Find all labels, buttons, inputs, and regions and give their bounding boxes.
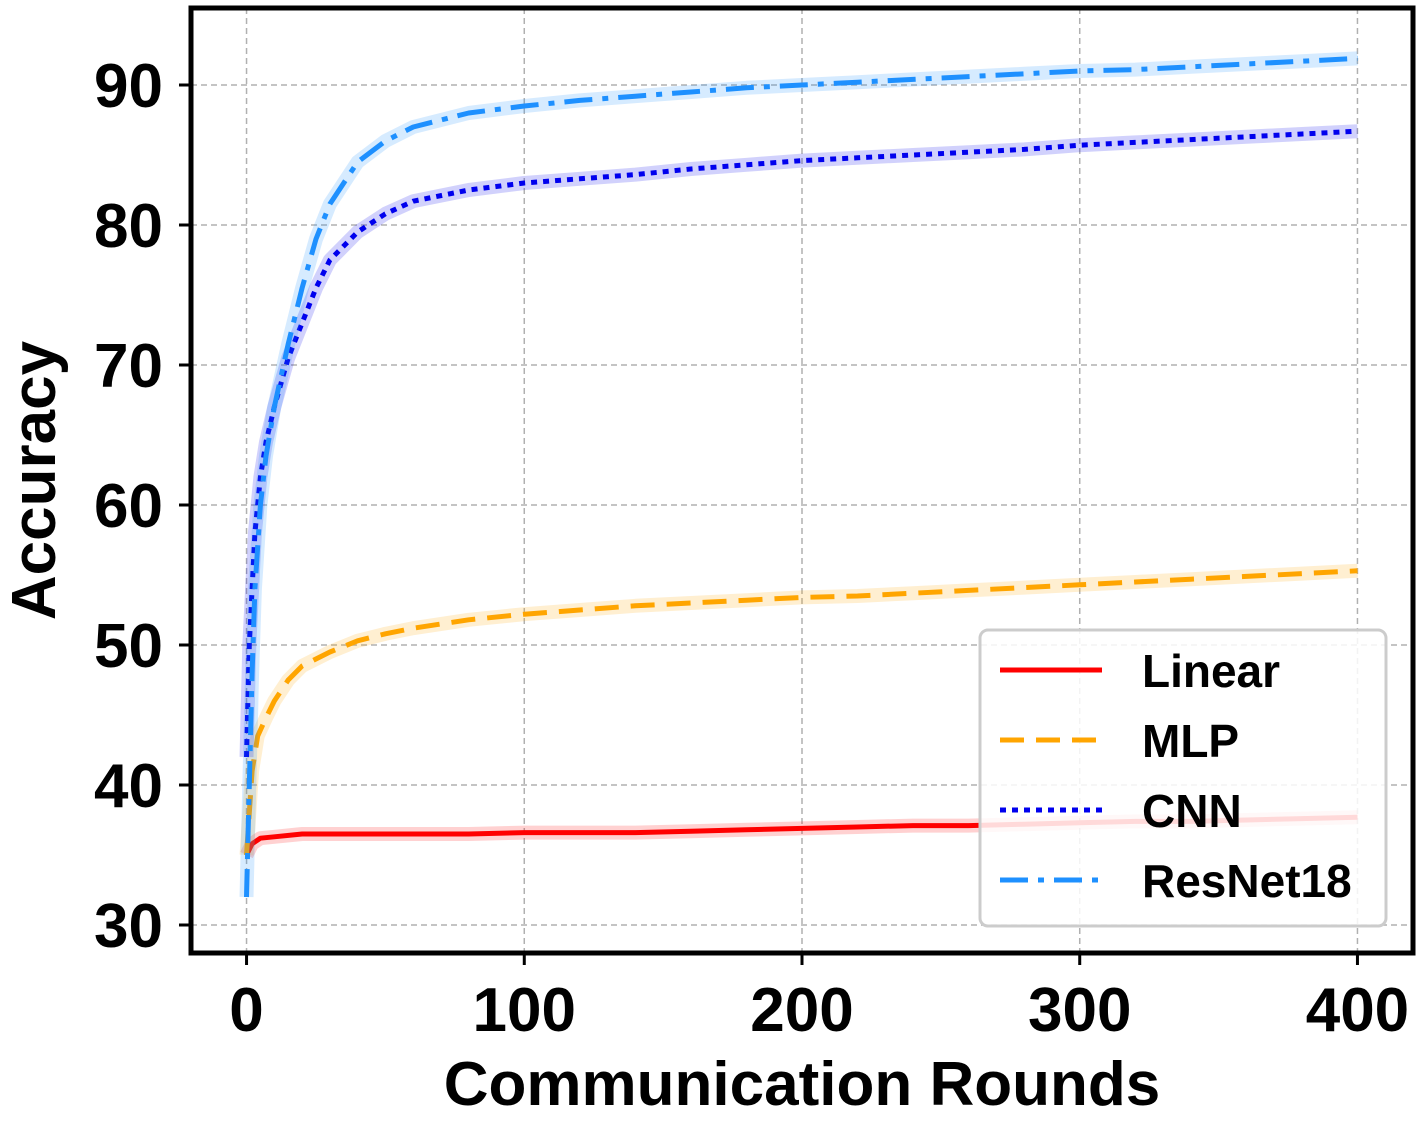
y-tick-label-40: 40 [94,752,163,821]
x-tick-label-200: 200 [750,976,853,1045]
x-tick-label-100: 100 [473,976,576,1045]
x-tick-label-400: 400 [1306,976,1409,1045]
legend: Linear MLP CNN ResNet18 [978,628,1388,928]
x-tick-label-300: 300 [1028,976,1131,1045]
x-tick-label-0: 0 [229,976,263,1045]
y-tick-label-50: 50 [94,612,163,681]
x-axis-label: Communication Rounds [444,1050,1160,1119]
legend-mlp-label: MLP [1142,715,1239,767]
y-axis-label: Accuracy [0,340,69,620]
y-tick-label-70: 70 [94,332,163,401]
grid-lines [191,8,1413,953]
legend-resnet18-label: ResNet18 [1142,855,1352,907]
y-tick-label-60: 60 [94,472,163,541]
y-tick-label-80: 80 [94,192,163,261]
y-tick-label-90: 90 [94,52,163,121]
series-mlp-line [244,568,1358,856]
y-tick-label-30: 30 [94,892,163,961]
legend-box [978,628,1388,928]
legend-linear-label: Linear [1142,645,1280,697]
tick-group: 0 100 200 300 400 30 40 50 60 70 80 90 [94,52,1409,1045]
series-resnet18-line [244,55,1358,898]
legend-cnn-label: CNN [1142,785,1242,837]
